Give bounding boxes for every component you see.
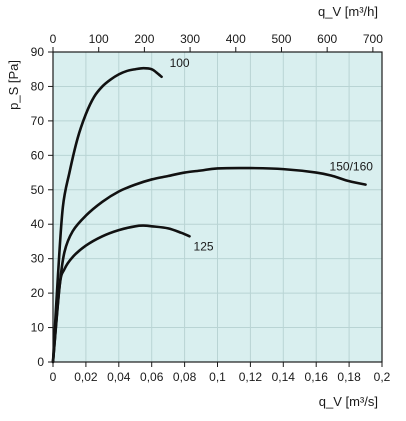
x-tick-label: 0,12 bbox=[239, 370, 263, 384]
plot-frame bbox=[52, 51, 383, 363]
x-tick-label: 0,06 bbox=[140, 370, 164, 384]
top-axis-title: q_V [m³/h] bbox=[318, 4, 378, 19]
x2-tick-label: 0 bbox=[50, 32, 57, 46]
y-tick-label: 0 bbox=[37, 355, 44, 369]
x2-tick-label: 100 bbox=[89, 32, 109, 46]
y-tick-label: 50 bbox=[31, 183, 45, 197]
y-axis-title: p_S [Pa] bbox=[6, 60, 21, 110]
y-tick-label: 10 bbox=[31, 321, 45, 335]
y-tick-label: 60 bbox=[31, 148, 45, 162]
x-tick-label: 0,1 bbox=[209, 370, 226, 384]
curve-label-125: 125 bbox=[194, 239, 214, 253]
x2-tick-label: 600 bbox=[317, 32, 337, 46]
x2-tick-label: 400 bbox=[226, 32, 246, 46]
y-tick-label: 40 bbox=[31, 217, 45, 231]
x2-tick-label: 300 bbox=[180, 32, 200, 46]
y-tick-label: 30 bbox=[31, 252, 45, 266]
x-tick-label: 0,02 bbox=[74, 370, 98, 384]
x-tick-label: 0,2 bbox=[374, 370, 391, 384]
x-tick-label: 0,16 bbox=[305, 370, 329, 384]
curve-125 bbox=[51, 224, 191, 364]
x-tick-label: 0,14 bbox=[272, 370, 296, 384]
x2-tick-label: 700 bbox=[363, 32, 383, 46]
grid bbox=[53, 52, 382, 362]
y-tick-label: 90 bbox=[31, 45, 45, 59]
x-tick-label: 0,18 bbox=[337, 370, 361, 384]
curves bbox=[51, 66, 367, 364]
y-tick-label: 20 bbox=[31, 286, 45, 300]
curve-label-100: 100 bbox=[170, 56, 190, 70]
curve-label-150-160: 150/160 bbox=[330, 160, 374, 174]
y-tick-label: 80 bbox=[31, 79, 45, 93]
x-tick-label: 0,08 bbox=[173, 370, 197, 384]
x-tick-label: 0,04 bbox=[107, 370, 131, 384]
bottom-axis-title: q_V [m³/s] bbox=[319, 394, 378, 409]
x2-tick-label: 200 bbox=[134, 32, 154, 46]
curve-100 bbox=[51, 66, 163, 364]
y-tick-label: 70 bbox=[31, 114, 45, 128]
x-tick-label: 0 bbox=[50, 370, 57, 384]
ticks: 0 0,02 0,04 0,06 0,08 0,1 0,12 0,14 0,16 0,18 0,2 0… bbox=[31, 32, 391, 384]
x2-tick-label: 500 bbox=[271, 32, 291, 46]
curve-150-160 bbox=[51, 166, 367, 364]
curve-labels: 100 150/160 125 bbox=[170, 56, 374, 253]
